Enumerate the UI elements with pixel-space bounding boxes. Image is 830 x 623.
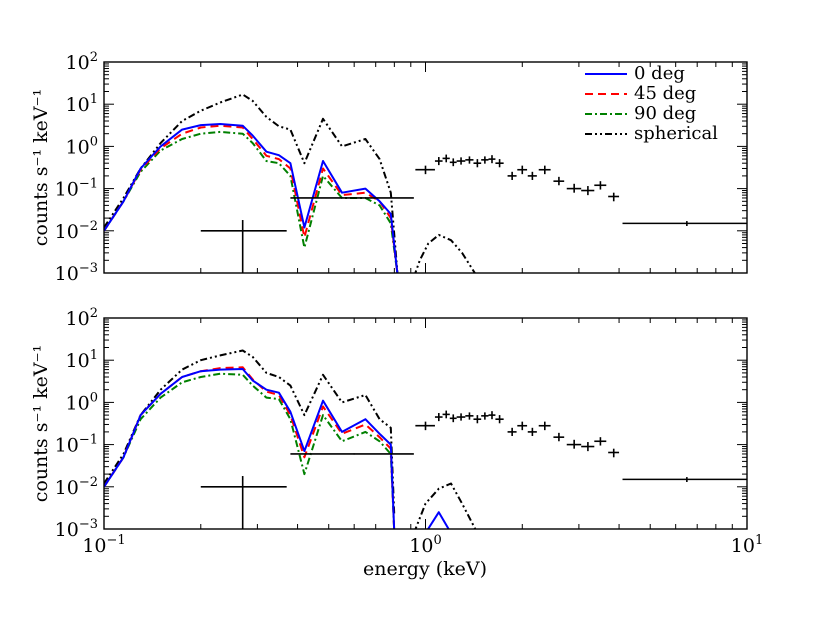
series-line-90-deg: [104, 372, 396, 529]
y-tick-label: 101: [66, 92, 98, 116]
data-point: [488, 411, 496, 420]
series-line-spherical: [104, 93, 399, 273]
y-axis-label: counts s⁻¹ keV⁻¹: [30, 345, 52, 503]
data-point: [581, 186, 595, 196]
data-point: [581, 442, 595, 452]
data-point: [594, 181, 607, 190]
data-point: [415, 421, 435, 431]
x-tick-label: 101: [731, 533, 763, 557]
legend-label: 45 deg: [634, 83, 696, 104]
data-point: [517, 421, 528, 431]
data-point: [622, 477, 747, 482]
data-point: [566, 183, 582, 193]
data-point: [473, 159, 482, 168]
data-point: [449, 414, 457, 423]
data-point: [495, 159, 504, 168]
plot-frame: [103, 317, 748, 530]
plot-frame: [103, 61, 748, 274]
data-point: [465, 156, 474, 164]
y-tick-label: 100: [66, 390, 98, 414]
data-point: [290, 197, 414, 199]
data-point: [507, 171, 517, 180]
legend-label: 90 deg: [634, 103, 696, 124]
series-line-45-deg: [104, 124, 399, 273]
data-point: [442, 154, 450, 163]
data-point: [200, 476, 287, 529]
data-point: [434, 413, 443, 422]
data-points: [200, 154, 747, 273]
legend-entry: 0 deg: [585, 63, 685, 84]
data-point: [622, 221, 747, 226]
legend-label: spherical: [634, 123, 718, 144]
series-line-90-deg: [104, 130, 399, 273]
axis-ticks: [103, 318, 747, 530]
y-axis-label: counts s⁻¹ keV⁻¹: [30, 89, 52, 247]
data-point: [415, 165, 435, 175]
series-group: [104, 93, 476, 273]
y-tick-label: 10−2: [55, 475, 98, 499]
y-tick-label: 10−3: [55, 261, 98, 285]
data-point: [473, 415, 482, 424]
y-tick-label: 102: [66, 50, 98, 74]
data-point: [449, 158, 457, 167]
data-point: [456, 157, 466, 165]
data-point: [488, 155, 496, 164]
x-axis-label: energy (keV): [363, 558, 487, 580]
y-tick-label: 100: [66, 134, 98, 158]
data-point: [594, 437, 607, 446]
data-point: [527, 171, 537, 180]
data-points: [200, 410, 747, 529]
series-line-45-deg: [104, 366, 396, 529]
data-point: [290, 453, 414, 455]
series-line-0-deg: [104, 123, 399, 273]
data-point: [200, 220, 287, 273]
data-point: [442, 410, 450, 419]
data-point: [507, 427, 517, 436]
legend-entry: 45 deg: [585, 83, 696, 104]
series-line-0-deg-tail: [426, 511, 450, 529]
legend-entry: spherical: [585, 123, 718, 144]
y-tick-label: 10−2: [55, 219, 98, 243]
data-point: [465, 412, 474, 420]
y-tick-label: 10−1: [55, 433, 98, 457]
data-point: [481, 156, 489, 164]
data-point: [434, 157, 443, 166]
data-point: [538, 421, 551, 431]
y-tick-label: 102: [66, 306, 98, 330]
data-point: [538, 165, 551, 175]
y-tick-label: 10−1: [55, 177, 98, 201]
x-tick-label: 100: [409, 533, 441, 557]
data-point: [608, 448, 620, 458]
data-point: [456, 413, 466, 421]
data-point: [527, 427, 537, 436]
legend-entry: 90 deg: [585, 103, 696, 124]
series-line-0-deg: [104, 368, 396, 529]
series-line-spherical: [104, 349, 396, 517]
y-tick-label: 101: [66, 348, 98, 372]
y-tick-label: 10−3: [55, 517, 98, 541]
series-group: [104, 349, 477, 529]
data-point: [553, 176, 565, 186]
x-tick-label: 10−1: [82, 533, 125, 557]
series-line-spherical-tail: [414, 482, 477, 529]
series-line-spherical-tail: [414, 233, 476, 273]
data-point: [566, 439, 582, 449]
legend-label: 0 deg: [634, 63, 685, 84]
data-point: [481, 412, 489, 420]
data-point: [608, 192, 620, 202]
data-point: [495, 415, 504, 424]
data-point: [517, 165, 528, 175]
data-point: [553, 432, 565, 442]
